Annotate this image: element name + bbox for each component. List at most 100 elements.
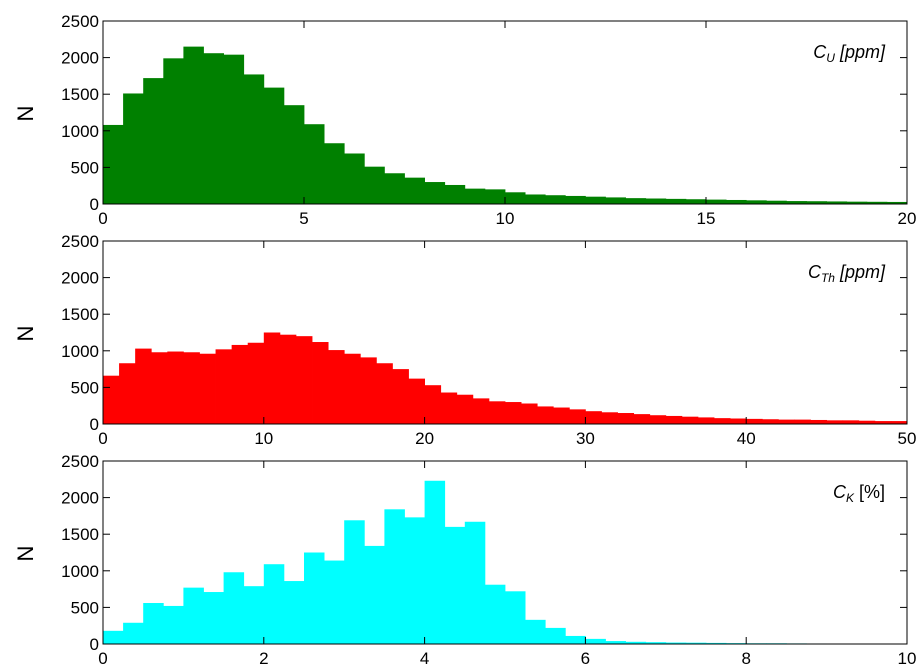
histogram-bar	[392, 369, 409, 424]
histogram-bar	[424, 385, 442, 424]
histogram-bar	[842, 420, 860, 424]
histogram-bar	[714, 418, 731, 424]
x-tick-label: 6	[581, 649, 590, 668]
x-tick-label: 10	[898, 649, 917, 668]
histogram-bar	[762, 419, 779, 424]
y-tick-label: 0	[90, 195, 99, 214]
histogram-bar	[203, 592, 224, 644]
histogram-bar	[585, 196, 606, 204]
histogram-bar	[123, 93, 144, 204]
histogram-bar	[806, 201, 827, 204]
series-annotation: CTh [ppm]	[808, 262, 886, 285]
histogram-bar	[440, 392, 458, 424]
histogram-bar	[846, 201, 868, 204]
histogram-bar	[645, 198, 667, 204]
y-axis-label: N	[13, 106, 38, 122]
histogram-bar	[163, 605, 184, 644]
x-tick-label: 0	[98, 429, 107, 448]
histogram-bar	[199, 353, 216, 424]
histogram-bar	[464, 521, 486, 644]
y-tick-label: 1000	[61, 122, 99, 141]
plot-frame	[102, 240, 908, 425]
y-tick-label: 500	[71, 378, 99, 397]
histogram-bar	[525, 194, 546, 204]
histogram-bar	[685, 642, 707, 644]
histogram-bar	[295, 336, 313, 424]
x-tick-label: 10	[254, 429, 273, 448]
y-tick-label: 0	[90, 415, 99, 434]
histogram-bar	[565, 195, 586, 204]
histogram-bar	[858, 420, 876, 424]
histogram-bar	[263, 332, 281, 424]
histogram-bar	[633, 414, 651, 424]
histogram-bar	[304, 124, 325, 204]
x-tick-label: 0	[98, 649, 107, 668]
x-tick-label: 50	[898, 429, 917, 448]
x-tick-label: 8	[741, 649, 750, 668]
histogram-bar	[223, 572, 245, 644]
histogram-bar	[360, 357, 377, 424]
histogram-bar	[746, 200, 767, 204]
histogram-bar	[706, 642, 727, 644]
x-tick-label: 40	[737, 429, 756, 448]
histogram-bar	[537, 406, 554, 424]
histogram-bar	[103, 124, 124, 204]
histogram-bar	[505, 591, 526, 644]
histogram-panel-1: 0 5 10 15 20 0 500 1000 1500 2000 2500 N CU [ppm]	[13, 12, 916, 228]
histogram-bar	[890, 421, 908, 424]
histogram-bar	[605, 641, 626, 644]
histogram-bar	[601, 412, 618, 424]
histogram-bar	[231, 344, 249, 424]
histogram-bar	[324, 143, 345, 204]
histogram-bar	[143, 78, 164, 204]
y-tick-label: 2500	[61, 12, 99, 31]
x-tick-label: 20	[415, 429, 434, 448]
y-tick-label: 0	[90, 635, 99, 654]
histogram-bar	[665, 415, 683, 424]
histogram-bar	[625, 641, 647, 644]
histogram-bar	[464, 188, 486, 204]
histogram-bar	[826, 201, 848, 204]
histogram-bar	[625, 198, 647, 204]
histogram-bar	[364, 545, 385, 644]
histogram-bar	[163, 58, 184, 204]
x-tick-label: 30	[576, 429, 595, 448]
y-axis-label: N	[13, 546, 38, 562]
histogram-bar	[786, 201, 807, 204]
histogram-bar	[324, 560, 345, 644]
y-tick-label: 1500	[61, 305, 99, 324]
histogram-bar	[364, 166, 385, 204]
histogram-bar	[444, 526, 466, 644]
histogram-bar	[243, 586, 265, 644]
y-tick-label: 2000	[61, 269, 99, 288]
histogram-bar	[665, 198, 687, 204]
histogram-bar	[565, 635, 586, 644]
y-tick-label: 500	[71, 598, 99, 617]
histogram-bar	[472, 398, 490, 424]
x-tick-label: 0	[98, 209, 107, 228]
histogram-bar	[103, 375, 120, 424]
histogram-bar	[119, 363, 136, 424]
x-tick-label: 5	[299, 209, 308, 228]
histogram-bar	[525, 619, 546, 644]
histogram-bar	[456, 394, 474, 424]
y-tick-label: 1500	[61, 85, 99, 104]
histogram-bar	[247, 342, 265, 424]
histogram-bar	[605, 197, 626, 204]
histogram-bar	[243, 74, 265, 204]
histogram-bar	[263, 87, 285, 204]
histogram-bar	[810, 419, 827, 424]
histogram-bar	[697, 417, 715, 424]
histogram-bar	[794, 419, 811, 424]
histogram-bar	[874, 421, 892, 424]
histogram-bar	[279, 334, 297, 424]
y-tick-label: 1500	[61, 525, 99, 544]
histogram-bar	[645, 642, 667, 644]
histogram-bar	[183, 587, 204, 644]
histogram-bar	[886, 201, 908, 204]
histogram-bar	[135, 348, 152, 424]
y-tick-label: 2000	[61, 489, 99, 508]
histogram-bar	[344, 353, 361, 424]
histogram-bar	[730, 418, 747, 424]
